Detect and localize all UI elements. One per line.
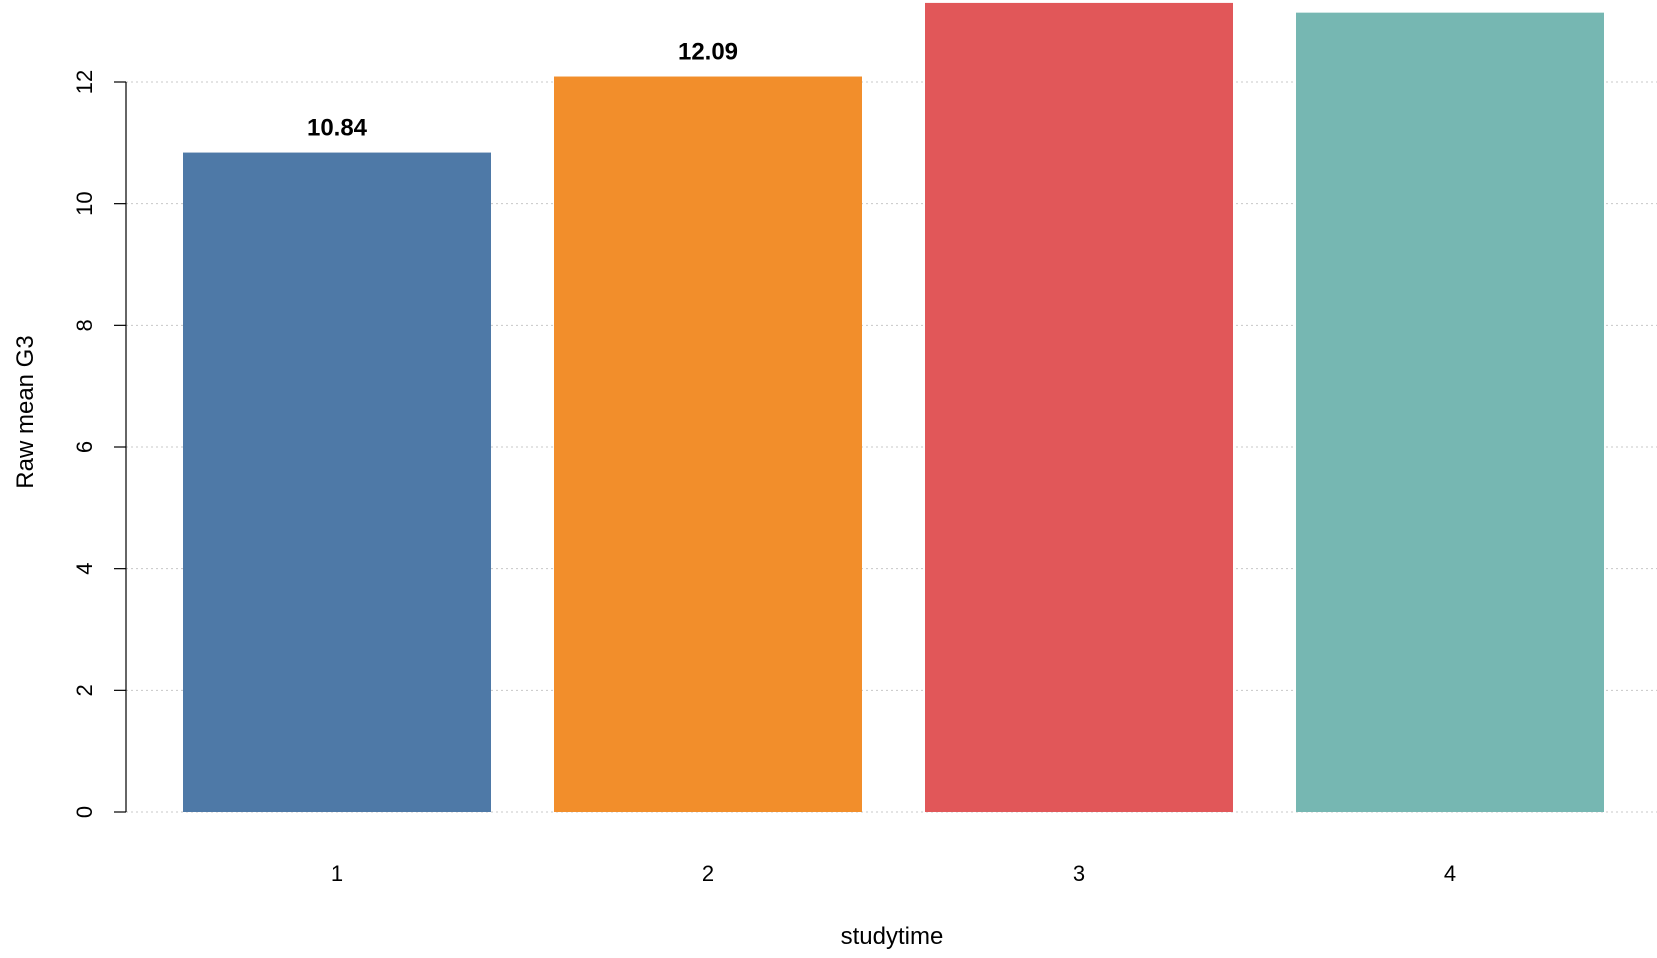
x-axis-ticks: 1 2 3 4 <box>331 861 1456 886</box>
y-tick-label-2: 2 <box>72 684 97 696</box>
x-tick-label-2: 2 <box>702 861 714 886</box>
y-axis-title: Raw mean G3 <box>12 335 39 488</box>
x-tick-label-1: 1 <box>331 861 343 886</box>
data-label-2: 12.09 <box>678 39 738 66</box>
x-axis-title: studytime <box>841 923 944 950</box>
bars <box>183 2 1604 813</box>
bar-2 <box>554 76 862 812</box>
y-tick-label-12: 12 <box>72 70 97 94</box>
data-labels: 10.84 12.09 <box>307 39 738 142</box>
x-tick-label-3: 3 <box>1073 861 1085 886</box>
data-label-1: 10.84 <box>307 115 368 142</box>
y-tick-label-8: 8 <box>72 319 97 331</box>
y-tick-label-10: 10 <box>72 191 97 215</box>
y-tick-label-6: 6 <box>72 441 97 453</box>
y-tick-label-0: 0 <box>72 806 97 818</box>
y-axis: 0 2 4 6 8 10 12 <box>72 70 127 818</box>
bar-4 <box>1296 12 1604 812</box>
x-tick-label-4: 4 <box>1444 861 1456 886</box>
bar-3 <box>925 2 1233 812</box>
bar-1 <box>183 152 491 813</box>
y-tick-label-4: 4 <box>72 563 97 575</box>
